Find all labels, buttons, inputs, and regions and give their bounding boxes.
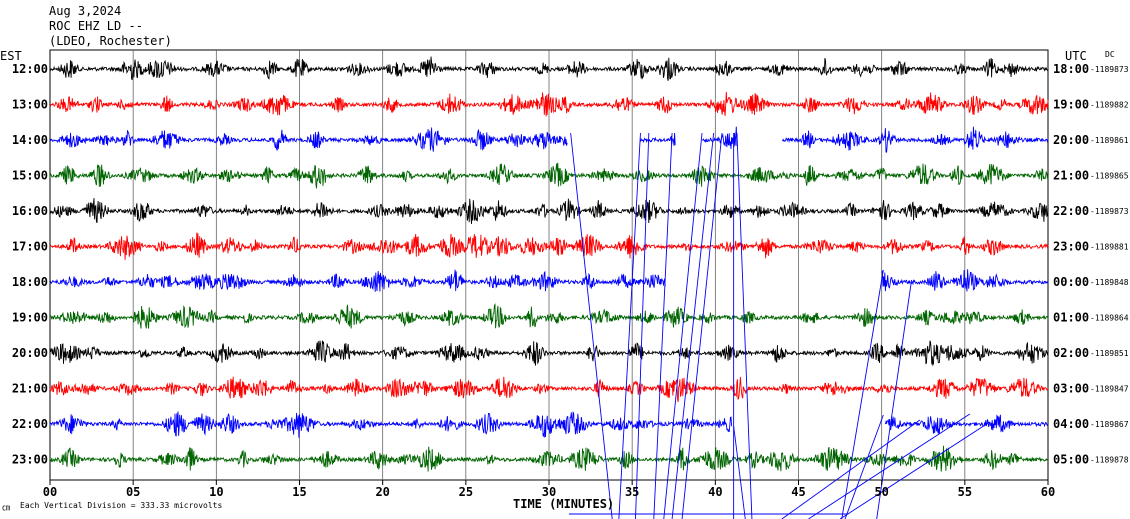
row-label-dc: -1189867: [1090, 420, 1129, 429]
dropout-line: [841, 269, 884, 519]
dropout-line: [736, 132, 753, 519]
row-label-utc: 05:00: [1053, 453, 1089, 467]
row-label-est: 21:00: [12, 382, 48, 396]
row-label-dc: -1189881: [1090, 243, 1129, 252]
row-label-utc: 00:00: [1053, 275, 1089, 289]
row-label-est: 13:00: [12, 98, 48, 112]
right-axis-title: UTC: [1065, 49, 1087, 63]
trace-16:00: [49, 198, 1049, 225]
row-label-est: 16:00: [12, 204, 48, 218]
row-label-dc: -1189873: [1090, 207, 1129, 216]
row-label-utc: 01:00: [1053, 311, 1089, 325]
row-label-est: 23:00: [12, 453, 48, 467]
row-label-dc: -1189864: [1090, 314, 1129, 323]
chart-network: (LDEO, Rochester): [49, 34, 172, 48]
trace-15:00: [49, 162, 1049, 189]
trace-21:00: [49, 376, 1049, 403]
footer-note: Each Vertical Division = 333.33 microvol…: [20, 501, 222, 510]
row-label-utc: 22:00: [1053, 204, 1089, 218]
trace-17:00: [49, 232, 1049, 260]
trace-14:00: [49, 126, 1049, 153]
left-axis-title: EST: [0, 49, 22, 63]
row-label-dc: -1189878: [1090, 456, 1129, 465]
grid-lines: [132, 50, 966, 480]
dc-title: DC: [1105, 50, 1115, 59]
x-tick-label-05: 05: [126, 485, 140, 499]
x-tick-label-00: 00: [43, 485, 57, 499]
x-tick-label-60: 60: [1041, 485, 1055, 499]
trace-18:00: [50, 269, 1049, 292]
row-label-utc: 18:00: [1053, 62, 1089, 76]
row-label-est: 22:00: [12, 417, 48, 431]
row-label-dc: -1189848: [1090, 278, 1129, 287]
row-label-utc: 04:00: [1053, 417, 1089, 431]
dropout-line: [618, 132, 641, 519]
row-label-utc: 23:00: [1053, 240, 1089, 254]
x-tick-label-50: 50: [874, 485, 888, 499]
dropout-lines: [568, 132, 991, 519]
trace-22:00: [49, 411, 1049, 438]
dropout-line: [733, 425, 746, 519]
row-label-dc: -1189873: [1090, 65, 1129, 74]
x-tick-label-25: 25: [459, 485, 473, 499]
row-label-est: 20:00: [12, 346, 48, 360]
dropout-line: [781, 419, 921, 519]
x-tick-label-40: 40: [708, 485, 722, 499]
x-tick-label-10: 10: [209, 485, 223, 499]
dropout-line: [844, 414, 884, 519]
row-label-est: 17:00: [12, 240, 48, 254]
dropout-line: [839, 421, 991, 519]
trace-13:00: [49, 91, 1049, 117]
x-axis-ticks: 00 05 10 15 20 25 30 35 40 45 50 55 60: [43, 480, 1055, 499]
dropout-line: [671, 132, 715, 519]
row-label-dc: -1189882: [1090, 101, 1129, 110]
trace-23:00: [49, 445, 1049, 472]
footer-logo: ㎝: [2, 503, 10, 512]
x-axis-label: TIME (MINUTES): [513, 497, 614, 511]
trace-20:00: [49, 340, 1049, 367]
x-tick-label-30: 30: [542, 485, 556, 499]
row-label-utc: 19:00: [1053, 98, 1089, 112]
dropout-line: [876, 279, 913, 519]
dropout-line: [570, 132, 613, 519]
row-label-dc: -1189851: [1090, 349, 1129, 358]
chart-date: Aug 3,2024: [49, 4, 121, 18]
row-label-est: 15:00: [12, 169, 48, 183]
dropout-line: [681, 132, 723, 519]
dropout-line: [653, 132, 673, 519]
row-label-est: 19:00: [12, 311, 48, 325]
row-label-est: 12:00: [12, 62, 48, 76]
row-label-dc: -1189847: [1090, 385, 1129, 394]
x-tick-label-45: 45: [791, 485, 805, 499]
x-tick-label-20: 20: [375, 485, 389, 499]
row-label-dc: -1189865: [1090, 172, 1129, 181]
dropout-line: [808, 413, 971, 519]
x-tick-label-35: 35: [625, 485, 639, 499]
chart-station: ROC EHZ LD --: [49, 19, 143, 33]
trace-19:00: [49, 303, 1049, 329]
dropout-line: [635, 132, 650, 519]
row-label-est: 14:00: [12, 133, 48, 147]
x-tick-label-55: 55: [958, 485, 972, 499]
row-label-est: 18:00: [12, 275, 48, 289]
row-label-utc: 21:00: [1053, 169, 1089, 183]
x-tick-label-15: 15: [292, 485, 306, 499]
row-label-utc: 20:00: [1053, 133, 1089, 147]
row-label-utc: 03:00: [1053, 382, 1089, 396]
trace-12:00: [49, 56, 1049, 81]
row-label-utc: 02:00: [1053, 346, 1089, 360]
dropout-line: [663, 132, 703, 519]
trace-group: [49, 56, 1049, 472]
row-label-dc: -1189861: [1090, 136, 1129, 145]
